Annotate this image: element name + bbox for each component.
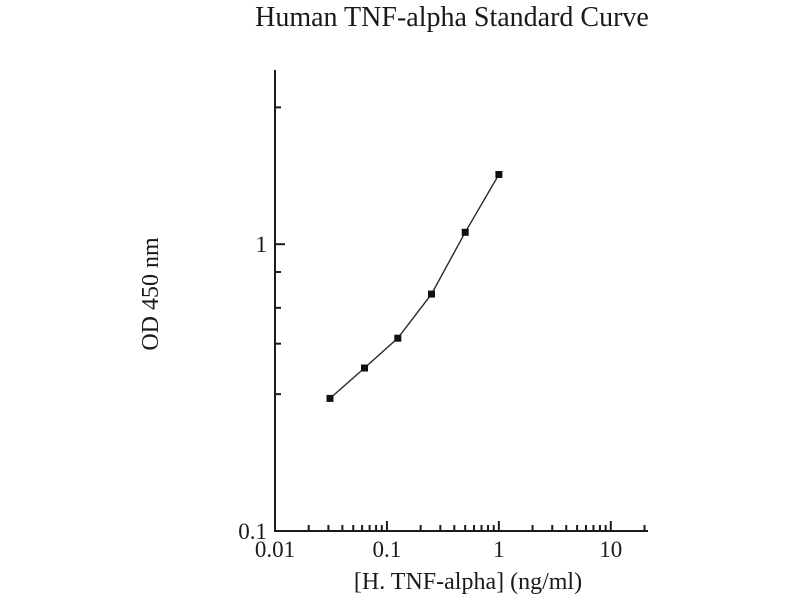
data-point-marker	[495, 171, 503, 178]
data-point-marker	[361, 364, 368, 372]
y-axis-label: OD 450 nm	[138, 237, 164, 351]
data-point-marker	[461, 228, 469, 236]
x-tick-label: 10	[599, 537, 622, 562]
x-tick-label: 0.1	[373, 537, 402, 562]
data-point-marker	[326, 394, 334, 402]
y-axis: 10.1	[238, 106, 285, 544]
data-point-marker	[394, 334, 402, 342]
x-tick-label: 0.01	[255, 537, 295, 562]
series-line	[329, 174, 500, 399]
y-tick-label: 1	[256, 232, 268, 257]
x-axis: 0.01 0.1 1 10	[255, 521, 646, 562]
data-series	[326, 171, 503, 402]
x-tick-label: 1	[493, 537, 505, 562]
axis-frame	[274, 70, 648, 532]
data-point-marker	[428, 290, 435, 298]
chart-title: Human TNF-alpha Standard Curve	[255, 2, 649, 33]
y-tick-label: 0.1	[238, 519, 267, 544]
x-axis-label: [H. TNF-alpha] (ng/ml)	[354, 569, 582, 595]
axes	[274, 70, 648, 532]
